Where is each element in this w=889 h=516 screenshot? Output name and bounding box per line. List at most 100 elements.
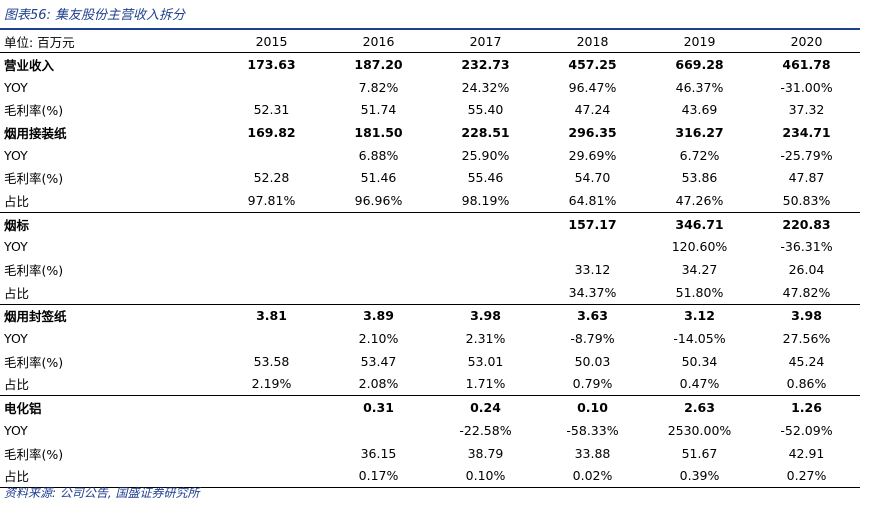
table-cell: 457.25: [568, 56, 617, 72]
table-cell: 187.20: [354, 56, 403, 72]
table-cell: 33.12: [574, 262, 611, 278]
table-cell: 169.82: [247, 124, 296, 140]
table-cell: [218, 442, 325, 465]
table-cell: 50.83%: [782, 192, 831, 208]
table-cell: [218, 395, 325, 419]
table-cell: 47.24: [574, 102, 611, 118]
row-label: YOY: [4, 147, 28, 163]
table-cell: 0.02%: [539, 464, 646, 489]
table-cell: 228.51: [461, 124, 510, 140]
table-cell: 96.47%: [568, 79, 617, 95]
table-cell: [218, 144, 325, 167]
row-label: 毛利率(%): [4, 263, 64, 279]
table-cell: 51.80%: [675, 284, 724, 300]
table-row: 烟用接装纸 169.82 181.50 228.51 296.35 316.27 234.7…: [0, 121, 860, 144]
row-label: YOY: [4, 79, 28, 95]
table-cell: 2.63: [646, 395, 753, 419]
table-cell: 34.27: [681, 262, 718, 278]
table-cell: 98.19%: [461, 192, 510, 208]
table-row: 占比 0.17% 0.10% 0.02% 0.39% 0.27%: [0, 464, 860, 489]
row-label: 占比: [4, 285, 30, 301]
table-row: YOY 6.88% 25.90% 29.69% 6.72% -25.79%: [0, 144, 860, 167]
table-cell: 0.31: [325, 395, 432, 419]
table-cell: 0.39%: [646, 464, 753, 489]
table-cell: 2.19%: [251, 376, 292, 392]
table-cell: [432, 281, 539, 304]
row-label: 烟用封签纸: [0, 303, 218, 328]
table-cell: 50.03: [574, 353, 611, 369]
table-cell: 316.27: [675, 124, 724, 140]
year-header: 2015: [218, 30, 325, 53]
table-cell: 0.79%: [572, 376, 613, 392]
table-cell: -25.79%: [780, 147, 833, 163]
table-cell: 3.98: [753, 303, 860, 328]
table-cell: [325, 281, 432, 304]
table-row: YOY 7.82% 24.32% 96.47% 46.37% -31.00%: [0, 76, 860, 99]
table-cell: 46.37%: [675, 79, 724, 95]
table-cell: [218, 211, 325, 236]
table-cell: 2.10%: [358, 331, 399, 347]
table-cell: 2.08%: [358, 376, 399, 392]
table-cell: [218, 327, 325, 350]
table-cell: 1.71%: [465, 376, 506, 392]
table-row: 毛利率(%) 52.28 51.46 55.46 54.70 53.86 47.87: [0, 166, 860, 189]
table-row: 占比 97.81% 96.96% 98.19% 64.81% 47.26% 50.83%: [0, 189, 860, 212]
table-row: YOY -22.58% -58.33% 2530.00% -52.09%: [0, 419, 860, 442]
table-cell: 96.96%: [354, 192, 403, 208]
table-cell: 0.86%: [786, 376, 827, 392]
table-cell: 24.32%: [461, 79, 510, 95]
table-cell: 669.28: [675, 56, 724, 72]
row-label: 烟用接装纸: [4, 125, 67, 141]
table-cell: -14.05%: [673, 331, 726, 347]
table-row: 毛利率(%) 53.58 53.47 53.01 50.03 50.34 45.24: [0, 350, 860, 373]
table-cell: 26.04: [788, 262, 825, 278]
table-row: 毛利率(%) 36.15 38.79 33.88 51.67 42.91: [0, 442, 860, 465]
table-cell: 220.83: [753, 211, 860, 236]
row-label: 占比: [0, 464, 218, 489]
table-cell: 55.40: [467, 102, 504, 118]
row-label: YOY: [4, 422, 28, 438]
table-cell: 461.78: [782, 56, 831, 72]
table-cell: [218, 464, 325, 489]
table-cell: 97.81%: [247, 192, 296, 208]
table-cell: 0.27%: [753, 464, 860, 489]
table-cell: 346.71: [646, 211, 753, 236]
row-label: 烟标: [0, 211, 218, 236]
table-cell: 29.69%: [568, 147, 617, 163]
table-cell: 53.58: [253, 353, 290, 369]
table-cell: 42.91: [788, 445, 825, 461]
table-row: YOY 2.10% 2.31% -8.79% -14.05% 27.56%: [0, 327, 860, 350]
table-cell: 3.98: [432, 303, 539, 328]
table-cell: -58.33%: [566, 422, 619, 438]
title-divider: [0, 28, 860, 30]
row-label: 营业收入: [4, 57, 55, 73]
row-label: 毛利率(%): [4, 354, 64, 370]
table-cell: 52.28: [253, 170, 290, 186]
table-cell: 51.46: [360, 170, 397, 186]
table-cell: 0.17%: [325, 464, 432, 489]
row-label: 占比: [4, 377, 30, 393]
table-row: 占比 2.19% 2.08% 1.71% 0.79% 0.47% 0.86%: [0, 373, 860, 396]
table-cell: 38.79: [467, 445, 504, 461]
row-label: YOY: [4, 331, 28, 347]
row-label: 毛利率(%): [4, 171, 64, 187]
table-cell: 50.34: [681, 353, 718, 369]
table-cell: -22.58%: [459, 422, 512, 438]
table-cell: 64.81%: [568, 192, 617, 208]
table-cell: 7.82%: [358, 79, 399, 95]
table-cell: 1.26: [753, 395, 860, 419]
table-cell: 45.24: [788, 353, 825, 369]
table-cell: 157.17: [539, 211, 646, 236]
table-cell: [218, 258, 325, 281]
table-row: 烟用封签纸 3.81 3.89 3.98 3.63 3.12 3.98: [0, 303, 860, 328]
table-cell: 53.47: [360, 353, 397, 369]
table-row: 毛利率(%) 52.31 51.74 55.40 47.24 43.69 37.32: [0, 98, 860, 121]
table-cell: 6.72%: [679, 147, 720, 163]
table-cell: 0.24: [432, 395, 539, 419]
table-cell: 53.01: [467, 353, 504, 369]
table-cell: 2.31%: [465, 331, 506, 347]
table-cell: [539, 236, 646, 259]
table-cell: [218, 419, 325, 442]
table-cell: -52.09%: [780, 422, 833, 438]
table-cell: 37.32: [788, 102, 825, 118]
